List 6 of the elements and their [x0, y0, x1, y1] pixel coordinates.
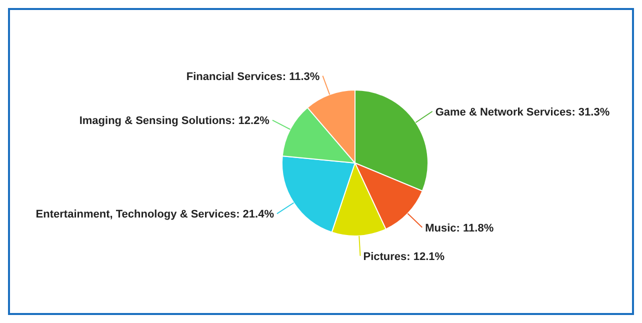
slice-label: Pictures: 12.1%: [363, 250, 445, 263]
slice-label: Financial Services: 11.3%: [186, 70, 320, 83]
slice-label: Game & Network Services: 31.3%: [435, 106, 610, 118]
slice-label: Music: 11.8%: [425, 222, 494, 234]
slice-label: Entertainment, Technology & Services: 21.4%: [36, 208, 274, 221]
slice-label: Imaging & Sensing Solutions: 12.2%: [79, 115, 270, 128]
